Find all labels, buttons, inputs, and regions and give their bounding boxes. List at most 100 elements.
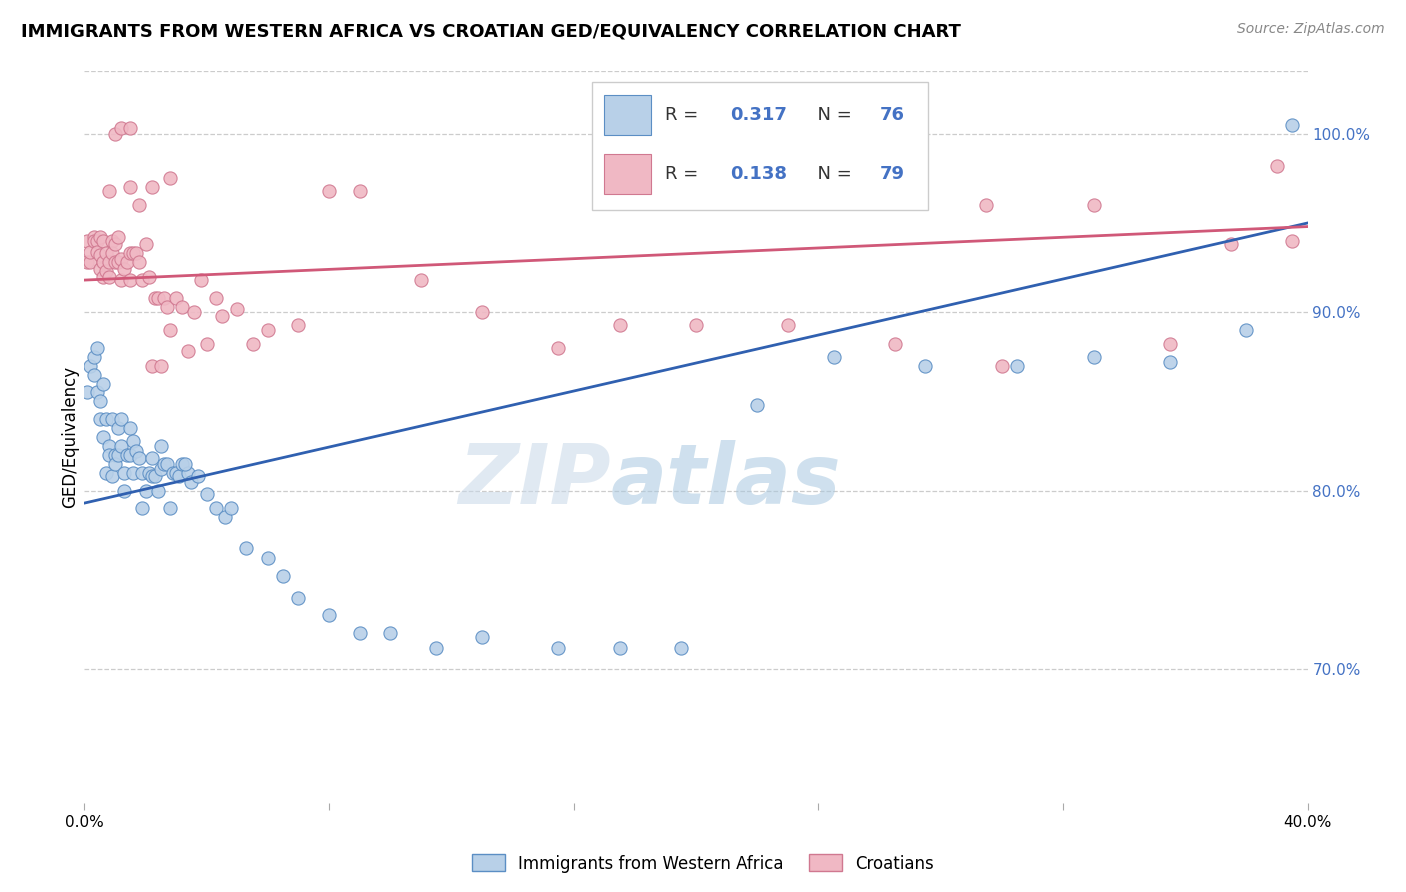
Point	[120, 273, 142, 287]
Point	[349, 626, 371, 640]
Point	[1281, 118, 1303, 132]
Point	[149, 439, 172, 453]
Point	[86, 234, 108, 248]
Point	[991, 359, 1014, 373]
Point	[101, 469, 124, 483]
Point	[1083, 350, 1105, 364]
Point	[131, 466, 153, 480]
Point	[128, 255, 150, 269]
Point	[883, 337, 905, 351]
Point	[143, 469, 166, 483]
Point	[138, 269, 160, 284]
Point	[97, 269, 120, 284]
Point	[101, 246, 124, 260]
Point	[91, 234, 114, 248]
Point	[110, 252, 132, 266]
Point	[125, 246, 148, 260]
Point	[97, 439, 120, 453]
Point	[107, 448, 129, 462]
Point	[219, 501, 242, 516]
Point	[226, 301, 249, 316]
Point	[141, 469, 163, 483]
Point	[115, 448, 138, 462]
Point	[76, 385, 98, 400]
FancyBboxPatch shape	[592, 82, 928, 211]
Text: Source: ZipAtlas.com: Source: ZipAtlas.com	[1237, 22, 1385, 37]
Point	[91, 255, 114, 269]
Point	[547, 640, 569, 655]
Point	[143, 291, 166, 305]
Point	[115, 255, 138, 269]
Legend: Immigrants from Western Africa, Croatians: Immigrants from Western Africa, Croatian…	[465, 847, 941, 880]
Point	[110, 439, 132, 453]
Text: N =: N =	[806, 165, 858, 183]
Text: ZIP: ZIP	[458, 441, 610, 522]
Point	[120, 180, 142, 194]
Point	[135, 237, 157, 252]
Point	[97, 184, 120, 198]
Point	[186, 469, 208, 483]
Point	[271, 569, 294, 583]
Point	[86, 385, 108, 400]
Point	[349, 184, 371, 198]
Text: atlas: atlas	[610, 441, 841, 522]
Point	[86, 244, 108, 259]
Point	[165, 291, 187, 305]
Point	[91, 269, 114, 284]
Point	[131, 273, 153, 287]
Point	[153, 291, 176, 305]
Point	[94, 246, 117, 260]
Point	[205, 501, 228, 516]
Point	[89, 262, 111, 277]
Point	[172, 457, 194, 471]
Point	[141, 359, 163, 373]
Point	[83, 350, 105, 364]
Point	[76, 255, 98, 269]
Point	[86, 341, 108, 355]
Point	[547, 341, 569, 355]
Point	[609, 318, 631, 332]
Text: IMMIGRANTS FROM WESTERN AFRICA VS CROATIAN GED/EQUIVALENCY CORRELATION CHART: IMMIGRANTS FROM WESTERN AFRICA VS CROATI…	[21, 22, 960, 40]
Point	[83, 368, 105, 382]
Point	[149, 359, 172, 373]
Point	[122, 246, 145, 260]
Point	[83, 234, 105, 248]
Point	[94, 264, 117, 278]
Point	[120, 421, 142, 435]
Point	[89, 412, 111, 426]
Point	[101, 234, 124, 248]
Point	[122, 466, 145, 480]
Point	[138, 466, 160, 480]
Point	[287, 591, 309, 605]
Point	[112, 483, 135, 498]
Point	[89, 394, 111, 409]
Point	[94, 412, 117, 426]
Point	[180, 475, 202, 489]
Point	[112, 466, 135, 480]
Point	[609, 640, 631, 655]
Point	[110, 412, 132, 426]
Point	[120, 246, 142, 260]
Point	[257, 323, 280, 337]
Point	[79, 244, 101, 259]
Point	[257, 551, 280, 566]
Point	[120, 448, 142, 462]
Point	[287, 318, 309, 332]
Point	[159, 501, 181, 516]
Point	[107, 230, 129, 244]
Point	[1159, 337, 1181, 351]
Point	[83, 230, 105, 244]
Point	[1159, 355, 1181, 369]
Point	[156, 457, 179, 471]
Point	[141, 180, 163, 194]
Point	[318, 184, 340, 198]
Point	[91, 376, 114, 391]
Point	[167, 469, 190, 483]
Point	[165, 466, 187, 480]
Point	[110, 121, 132, 136]
Text: 76: 76	[880, 106, 904, 124]
Point	[156, 300, 179, 314]
Point	[425, 640, 447, 655]
Point	[97, 255, 120, 269]
Point	[214, 510, 236, 524]
